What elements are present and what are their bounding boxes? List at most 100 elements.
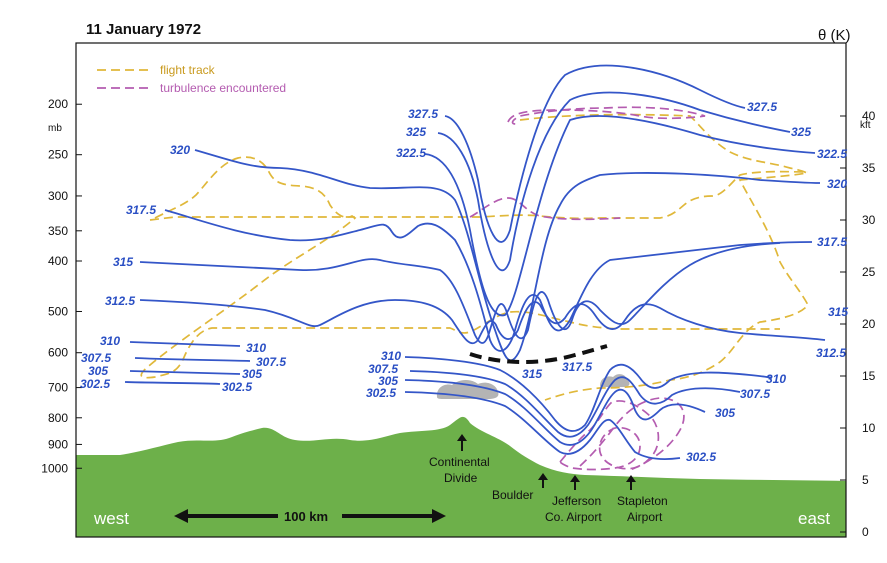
isentrope-327-5 <box>444 64 746 243</box>
isentrope-label-center-low: 307.5 <box>368 362 398 376</box>
place-label-line: Co. Airport <box>545 510 602 524</box>
left-axis-tick-label: 250 <box>48 148 68 162</box>
isentrope-label-left-center: 307.5 <box>256 355 286 369</box>
arrow-up-icon <box>538 473 548 488</box>
left-axis-unit: mb <box>48 123 62 134</box>
isentrope-labels: 320 317.5 315 312.5 310 307.5 305 302.5 … <box>80 100 848 464</box>
left-axis-tick-label: 300 <box>48 189 68 203</box>
isentrope-317-5 <box>164 209 813 352</box>
isentrope-label-left: 305 <box>88 364 108 378</box>
isentrope-label-right-top: 320 <box>827 177 847 191</box>
isentrope-label-right-top: 322.5 <box>817 147 847 161</box>
isentrope-310-right <box>404 356 773 432</box>
place-label-line: Airport <box>627 510 663 524</box>
isentrope-315 <box>139 242 781 344</box>
west-label: west <box>93 509 129 528</box>
isentrope-label-mid: 317.5 <box>562 360 592 374</box>
isentrope-label-center-top: 327.5 <box>408 107 438 121</box>
right-axis-tick-label: 0 <box>862 525 869 539</box>
east-label: east <box>798 509 830 528</box>
isentrope-label-center-low: 302.5 <box>366 386 396 400</box>
isentrope-310 <box>129 341 241 347</box>
isentrope-302-5-right <box>404 391 681 460</box>
right-axis-tick-label: 35 <box>862 161 876 175</box>
isentrope-label-center-top: 322.5 <box>396 146 426 160</box>
figure-date: 11 January 1972 <box>86 21 201 38</box>
left-axis-tick-label: 400 <box>48 254 68 268</box>
right-axis-tick-label: 5 <box>862 473 869 487</box>
arrow-right-icon <box>432 509 446 523</box>
isentrope-label-left-center: 305 <box>242 367 262 381</box>
left-axis-tick-label: 600 <box>48 346 68 360</box>
turbulence-paths <box>469 106 706 471</box>
legend-turbulence-label: turbulence encountered <box>160 81 286 95</box>
tropopause-arc <box>469 344 608 365</box>
isentrope-label-left-center: 302.5 <box>222 380 252 394</box>
isentrope-325 <box>437 91 791 272</box>
isentrope-label-mid: 315 <box>522 367 542 381</box>
right-axis-tick-label: 10 <box>862 421 876 435</box>
continental-divide-label: Continental Divide <box>429 455 493 485</box>
jefferson-airport-label: Jefferson Co. Airport <box>545 494 605 524</box>
arrow-up-icon <box>457 434 467 451</box>
right-axis-unit: kft <box>860 120 871 131</box>
isentrope-label-right: 315 <box>828 305 848 319</box>
isentrope-label-center-low: 310 <box>381 349 401 363</box>
isentrope-label-center-top: 325 <box>406 125 426 139</box>
flight-track-right <box>519 113 810 401</box>
arrow-left-icon <box>174 509 188 523</box>
isentrope-label-right: 312.5 <box>816 346 846 360</box>
isentrope-label-right-top: 327.5 <box>747 100 777 114</box>
flight-track-upper <box>149 170 809 221</box>
place-label-line: Jefferson <box>552 494 601 508</box>
stapleton-airport-label: Stapleton Airport <box>617 494 671 524</box>
turbulence-mid <box>469 197 621 221</box>
arrow-up-icon <box>626 475 636 490</box>
left-axis-tick-label: 700 <box>48 381 68 395</box>
isentrope-label-left-center: 310 <box>246 341 266 355</box>
isentrope-label-left: 312.5 <box>105 294 135 308</box>
left-axis-tick-label: 350 <box>48 224 68 238</box>
isentrope-label-right-low: 305 <box>715 406 735 420</box>
isentrope-label-center-low: 305 <box>378 374 398 388</box>
isentrope-307-5-right <box>409 370 741 438</box>
legend: flight track turbulence encountered <box>97 63 286 95</box>
right-axis-tick-label: 20 <box>862 317 876 331</box>
isentrope-label-right: 317.5 <box>817 235 847 249</box>
left-axis-tick-label: 900 <box>48 437 68 451</box>
isentrope-322-5 <box>424 115 816 317</box>
isentropes <box>124 64 826 460</box>
legend-flight-track-label: flight track <box>160 63 216 77</box>
isentrope-label-right-top: 325 <box>791 125 811 139</box>
right-axis-tick-label: 25 <box>862 265 876 279</box>
place-markers: Continental Divide Boulder Jefferson Co.… <box>429 434 671 524</box>
right-axis-tick-label: 40 <box>862 109 876 123</box>
isentrope-label-right-low: 307.5 <box>740 387 770 401</box>
left-axis-tick-label: 800 <box>48 411 68 425</box>
isentrope-label-left: 307.5 <box>81 351 111 365</box>
isentrope-label-left: 317.5 <box>126 203 156 217</box>
isentrope-label-left: 315 <box>113 255 133 269</box>
plot-frame <box>75 42 847 538</box>
boulder-label: Boulder <box>492 488 533 502</box>
place-label-line: Stapleton <box>617 494 668 508</box>
place-label-line: Divide <box>444 471 478 485</box>
left-axis-tick-label: 500 <box>48 304 68 318</box>
isentrope-305-right <box>404 379 706 446</box>
right-axis-tick-label: 30 <box>862 213 876 227</box>
isentrope-302-5 <box>124 381 221 385</box>
right-axis: 40 35 30 25 20 15 10 5 0 <box>840 109 876 539</box>
scale-bar-label: 100 km <box>284 509 328 524</box>
isentrope-label-left: 302.5 <box>80 377 110 391</box>
left-axis: 200 250 300 350 400 500 600 700 800 900 1000 <box>41 97 82 475</box>
turbulence-lower2 <box>579 397 685 471</box>
isentrope-320 <box>194 149 821 362</box>
isentrope-305 <box>129 370 241 375</box>
terrain <box>76 416 846 537</box>
right-axis-tick-label: 15 <box>862 369 876 383</box>
right-axis-title: θ (K) <box>818 27 851 44</box>
isentrope-label-left: 320 <box>170 143 190 157</box>
left-axis-tick-label: 200 <box>48 97 68 111</box>
